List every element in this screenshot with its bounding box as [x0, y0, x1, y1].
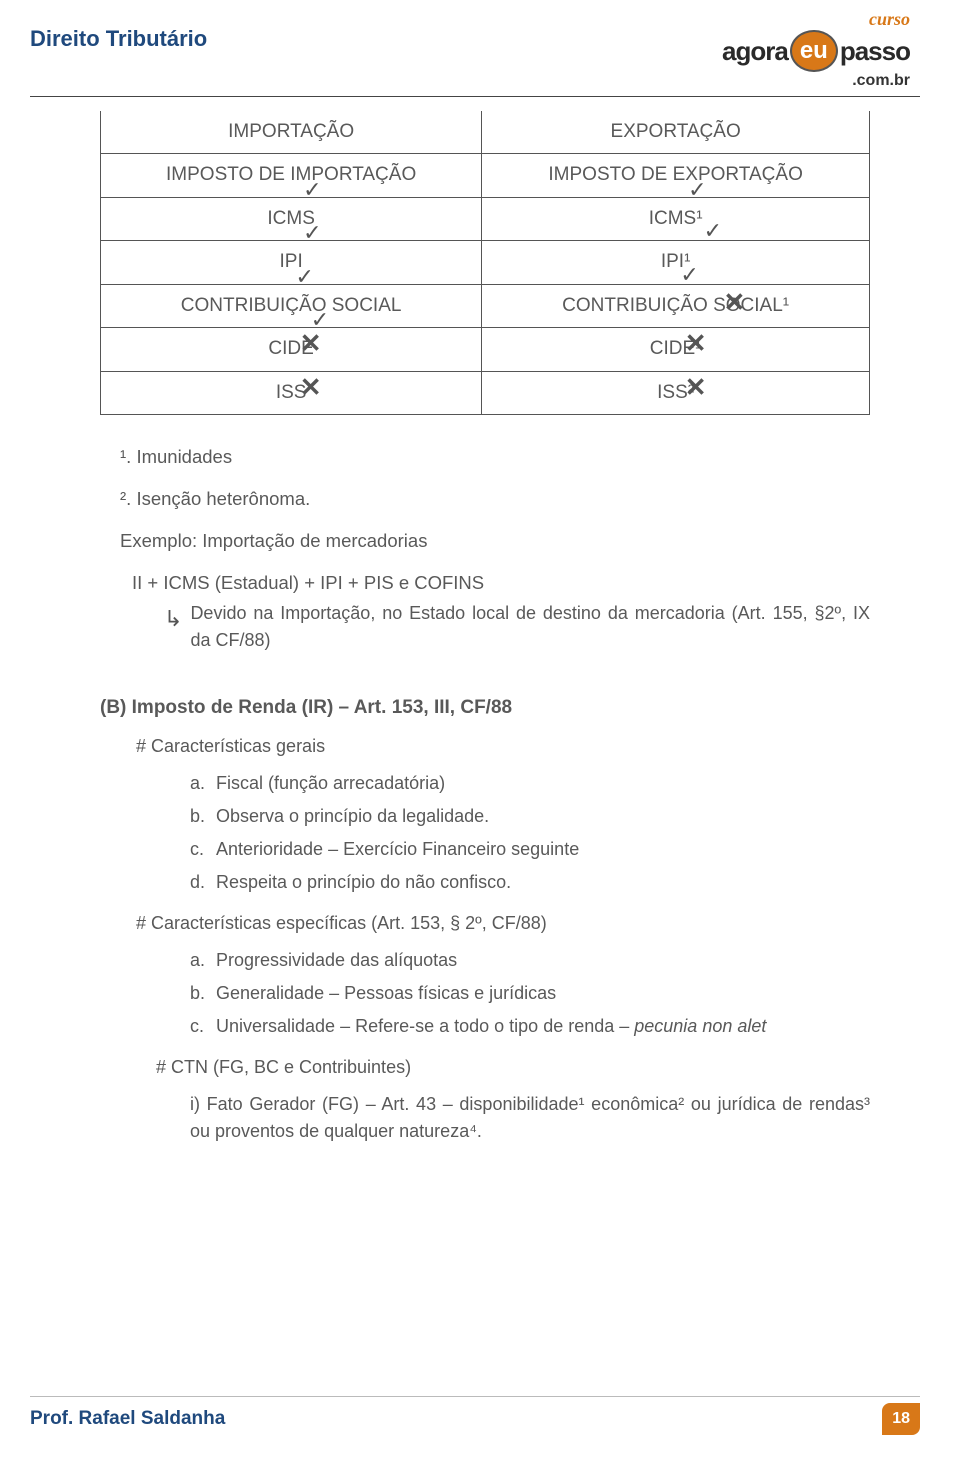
page-header: Direito Tributário curso agora eu passo …	[0, 0, 960, 90]
table-cell: IMPOSTO DE IMPORTAÇÃO✓	[101, 154, 482, 198]
section-b-title: (B) Imposto de Renda (IR) – Art. 153, II…	[100, 694, 870, 723]
general-list: a.Fiscal (função arrecadatória) b.Observ…	[100, 770, 870, 896]
table-cell: ISS²✕	[482, 371, 870, 415]
logo-eu-badge: eu	[790, 30, 838, 72]
roman-list: i) Fato Gerador (FG) – Art. 43 – disponi…	[100, 1091, 870, 1145]
page-content: IMPORTAÇÃO EXPORTAÇÃO IMPOSTO DE IMPORTA…	[0, 111, 960, 1145]
table-cell: ICMS¹✓	[482, 197, 870, 241]
logo-url-text: .com.br	[722, 72, 910, 90]
section-b: (B) Imposto de Renda (IR) – Art. 153, II…	[100, 694, 870, 1145]
table-cell: ISS✕	[101, 371, 482, 415]
example-detail-row: ↳ Devido na Importação, no Estado local …	[100, 600, 870, 654]
footnote-2: ². Isenção heterônoma.	[100, 485, 870, 513]
comparison-table: IMPORTAÇÃO EXPORTAÇÃO IMPOSTO DE IMPORTA…	[100, 111, 870, 416]
list-item: b.Generalidade – Pessoas físicas e juríd…	[190, 980, 870, 1007]
page-number-badge: 18	[882, 1403, 920, 1435]
list-item: c.Anterioridade – Exercício Financeiro s…	[190, 836, 870, 863]
logo-curso-text: curso	[722, 10, 910, 30]
brand-logo: curso agora eu passo .com.br	[722, 10, 910, 90]
table-header-export: EXPORTAÇÃO	[482, 111, 870, 154]
check-icon: ✓	[680, 264, 698, 286]
cross-icon: ✕	[300, 330, 322, 356]
example-title: Exemplo: Importação de mercadorias	[100, 527, 870, 555]
header-rule	[30, 96, 920, 97]
list-item: a.Fiscal (função arrecadatória)	[190, 770, 870, 797]
page-footer: Prof. Rafael Saldanha 18	[30, 1396, 920, 1435]
specific-list: a.Progressividade das alíquotas b.Genera…	[100, 947, 870, 1040]
table-cell: CONTRIBUIÇÃO SOCIAL¹✕	[482, 284, 870, 328]
subject-title: Direito Tributário	[30, 10, 207, 55]
table-cell: IPI✓	[101, 241, 482, 285]
cross-icon: ✕	[685, 374, 707, 400]
arrow-icon: ↳	[164, 602, 182, 635]
notes-block: ¹. Imunidades ². Isenção heterônoma. Exe…	[100, 443, 870, 654]
hash-ctn: # CTN (FG, BC e Contribuintes)	[100, 1054, 870, 1081]
table-cell: ICMS✓	[101, 197, 482, 241]
cross-icon: ✕	[723, 289, 745, 315]
list-item: i) Fato Gerador (FG) – Art. 43 – disponi…	[190, 1091, 870, 1145]
table-cell: CIDE✕	[101, 328, 482, 372]
cross-icon: ✕	[300, 374, 322, 400]
cross-icon: ✕	[685, 330, 707, 356]
list-item: c.Universalidade – Refere-se a todo o ti…	[190, 1013, 870, 1040]
hash-general: # Características gerais	[100, 733, 870, 760]
list-item: b.Observa o princípio da legalidade.	[190, 803, 870, 830]
logo-passo-text: passo	[840, 37, 910, 66]
table-cell: IMPOSTO DE EXPORTAÇÃO✓	[482, 154, 870, 198]
list-item: d.Respeita o princípio do não confisco.	[190, 869, 870, 896]
table-cell: CIDE¹✕	[482, 328, 870, 372]
logo-main-row: agora eu passo	[722, 30, 910, 72]
example-formula: II + ICMS (Estadual) + IPI + PIS e COFIN…	[100, 569, 870, 597]
table-cell: IPI¹✓	[482, 241, 870, 285]
example-detail: Devido na Importação, no Estado local de…	[190, 600, 870, 654]
list-item: a.Progressividade das alíquotas	[190, 947, 870, 974]
footnote-1: ¹. Imunidades	[100, 443, 870, 471]
logo-agora-text: agora	[722, 37, 788, 66]
table-cell: CONTRIBUIÇÃO SOCIAL✓	[101, 284, 482, 328]
check-icon: ✓	[704, 220, 722, 242]
table-header-import: IMPORTAÇÃO	[101, 111, 482, 154]
hash-specific: # Características específicas (Art. 153,…	[100, 910, 870, 937]
author-name: Prof. Rafael Saldanha	[30, 1405, 225, 1434]
